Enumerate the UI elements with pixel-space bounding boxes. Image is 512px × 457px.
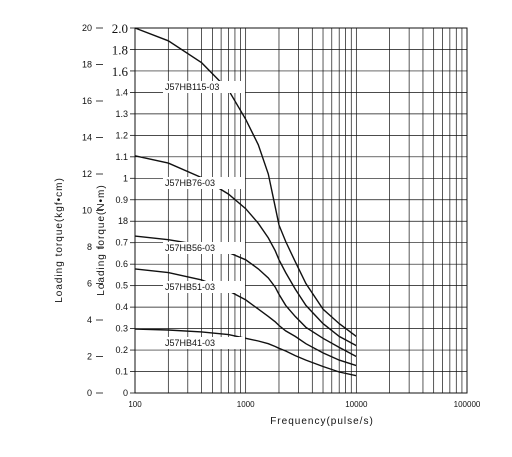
y-right-tick-label: 1.2 bbox=[115, 130, 128, 140]
series-label: J57HB41-03 bbox=[165, 338, 215, 348]
series-label-bg bbox=[163, 281, 245, 293]
y-right-tick-label: 1.4 bbox=[115, 87, 128, 97]
tick-layer: 201816141210864202.01.81.61.41.31.21.110… bbox=[82, 21, 481, 409]
series-label-bg bbox=[163, 242, 245, 254]
y-right-tick-label: 0.1 bbox=[115, 367, 128, 377]
y-right-tick-label: 0.4 bbox=[115, 302, 128, 312]
x-tick-label: 100000 bbox=[454, 400, 481, 409]
y-left-tick-label: 16 bbox=[82, 96, 92, 106]
y-right-tick-label: 0.6 bbox=[115, 259, 128, 269]
series-label: J57HB115-03 bbox=[165, 82, 219, 92]
y-right-tick-label: 1.6 bbox=[112, 64, 129, 79]
x-axis-label: Frequency(pulse/s) bbox=[270, 416, 374, 427]
y-left-tick-label: 8 bbox=[87, 242, 92, 252]
series-label: J57HB56-03 bbox=[165, 243, 215, 253]
y-left-tick-label: 12 bbox=[82, 169, 92, 179]
series-line bbox=[134, 328, 357, 377]
x-tick-label: 100 bbox=[128, 400, 142, 409]
y-right-tick-label: 0.3 bbox=[115, 324, 128, 334]
y-right-tick-label: 0.7 bbox=[115, 238, 128, 248]
y-left-tick-label: 10 bbox=[82, 206, 92, 216]
y-right-tick-label: 0.9 bbox=[115, 195, 128, 205]
y-right-tick-label: 1.1 bbox=[115, 152, 128, 162]
y-right-tick-label: 0.5 bbox=[115, 281, 128, 291]
series-label-bg bbox=[163, 337, 245, 349]
y-left-tick-label: 0 bbox=[87, 388, 92, 398]
y-left-tick-label: 2 bbox=[87, 352, 92, 362]
series-label: J57HB51-03 bbox=[165, 282, 215, 292]
plot-frame bbox=[134, 27, 468, 394]
y-axis-label-left: Loading torque(kgf•cm) bbox=[54, 177, 65, 303]
series-line bbox=[134, 27, 357, 337]
y-right-tick-label: 1 bbox=[123, 173, 128, 183]
y-left-tick-label: 18 bbox=[82, 60, 92, 70]
series-label: J57HB76-03 bbox=[165, 178, 215, 188]
y-right-tick-label: 1.8 bbox=[112, 42, 128, 57]
series-label-bg bbox=[163, 81, 245, 93]
x-tick-label: 10000 bbox=[345, 400, 368, 409]
y-axis-label-right: Loading torque(N•m) bbox=[96, 184, 107, 295]
y-right-tick-label: 0 bbox=[123, 388, 128, 398]
series-label-bg bbox=[163, 177, 245, 189]
y-left-tick-label: 20 bbox=[82, 23, 92, 33]
y-right-tick-label: 1.3 bbox=[115, 109, 128, 119]
y-right-tick-label: 18 bbox=[118, 216, 128, 226]
y-right-tick-label: 2.0 bbox=[112, 21, 128, 36]
y-left-tick-label: 14 bbox=[82, 133, 92, 143]
label-layer: J57HB115-03 J57HB76-03 J57HB56-03 J57HB51-0… bbox=[163, 81, 245, 349]
y-left-tick-label: 4 bbox=[87, 315, 92, 325]
y-left-tick-label: 6 bbox=[87, 279, 92, 289]
y-right-tick-label: 0.2 bbox=[115, 345, 128, 355]
x-tick-label: 1000 bbox=[237, 400, 255, 409]
